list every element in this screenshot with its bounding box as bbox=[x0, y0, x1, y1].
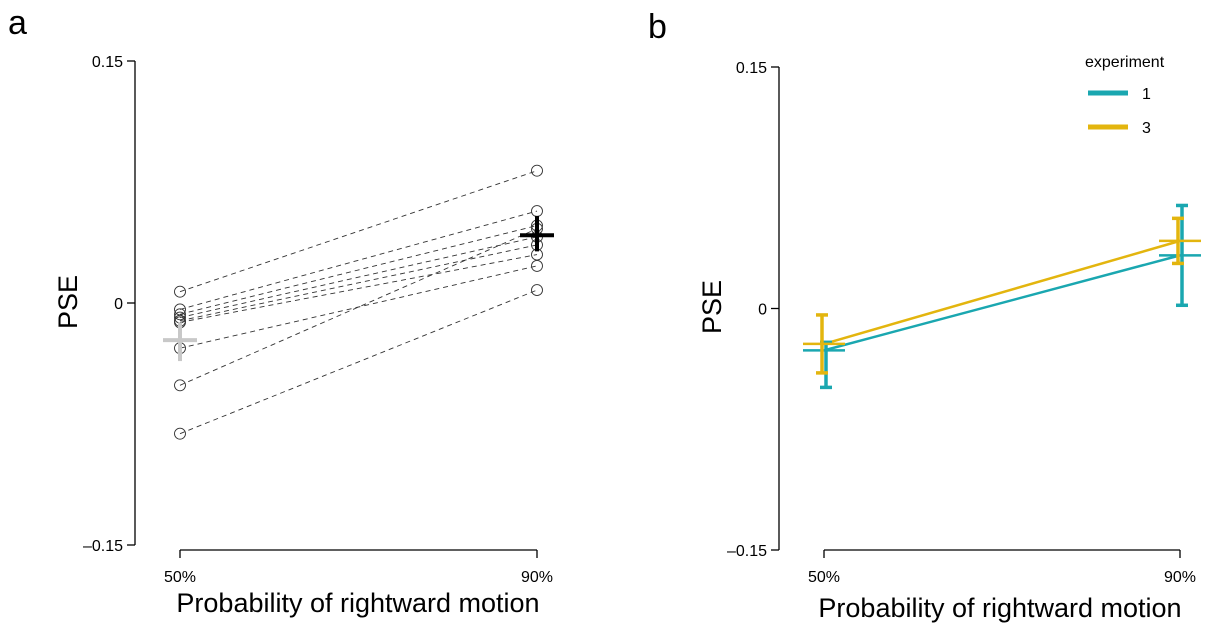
panel-a-label: a bbox=[8, 4, 27, 42]
legend: experiment 1 3 bbox=[1085, 54, 1165, 137]
participant-point bbox=[174, 379, 186, 392]
series-line-1 bbox=[823, 254, 1181, 352]
participant-point bbox=[174, 308, 186, 321]
panel-b: b 0.15 0 –0.15 50% 90% PSE Probability of ri… bbox=[648, 8, 1201, 623]
panel-a-y-tick-label: –0.15 bbox=[83, 538, 123, 555]
panel-b-y-tick-label: –0.15 bbox=[727, 543, 767, 560]
participant-line bbox=[179, 265, 538, 349]
participant-line bbox=[179, 228, 538, 386]
participant-point bbox=[531, 164, 543, 177]
panel-b-y-tick-label: 0 bbox=[758, 302, 767, 319]
participant-point bbox=[531, 259, 543, 272]
participant-line bbox=[179, 254, 538, 323]
panel-b-y-axis-title: PSE bbox=[697, 280, 727, 334]
participant-line bbox=[179, 244, 538, 322]
panel-b-y-tick-label: 0.15 bbox=[736, 60, 767, 77]
series-line-3 bbox=[823, 239, 1181, 346]
panel-b-x-tick-label: 90% bbox=[1164, 569, 1196, 586]
participant-line bbox=[179, 236, 538, 318]
panel-a-x-axis-title: Probability of rightward motion bbox=[176, 588, 539, 618]
panel-b-x-axis-title: Probability of rightward motion bbox=[818, 593, 1181, 623]
participant-line bbox=[179, 225, 538, 315]
panel-a-x-tick-label: 90% bbox=[521, 569, 553, 586]
panel-b-label: b bbox=[648, 8, 667, 46]
panel-b-x-tick-label: 50% bbox=[808, 569, 840, 586]
legend-label-1: 1 bbox=[1142, 86, 1151, 103]
participant-point bbox=[174, 427, 186, 440]
panel-a-y-tick-label: 0 bbox=[114, 296, 123, 313]
panel-a-y-tick-label: 0.15 bbox=[92, 54, 123, 71]
panel-a: a 0.15 0 –0.15 50% 90% PSE Probability of ri… bbox=[8, 4, 554, 618]
panel-a-y-axis-title: PSE bbox=[53, 275, 83, 329]
legend-label-3: 3 bbox=[1142, 120, 1151, 137]
participant-line bbox=[179, 289, 538, 435]
participant-line bbox=[179, 210, 538, 310]
panel-a-x-tick-label: 50% bbox=[164, 569, 196, 586]
participant-point bbox=[174, 285, 186, 298]
participant-line bbox=[179, 170, 538, 293]
participant-point bbox=[531, 284, 543, 297]
legend-title: experiment bbox=[1085, 54, 1165, 71]
